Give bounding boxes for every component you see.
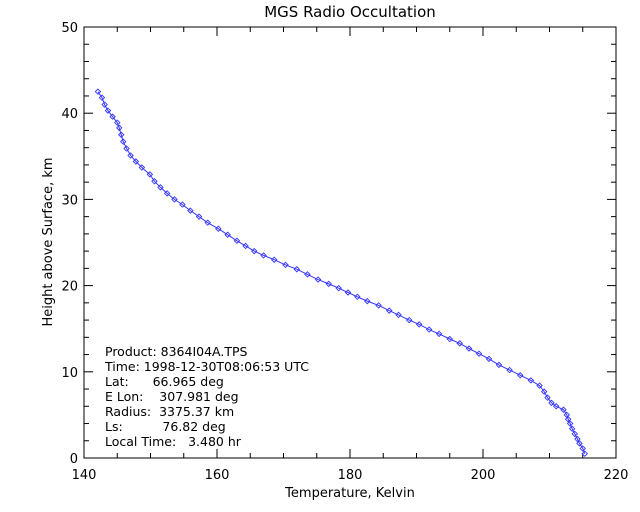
data-point-marker (325, 280, 332, 288)
data-point-marker (163, 190, 171, 197)
data-point-marker (101, 101, 108, 108)
data-point-marker (114, 119, 121, 126)
x-tick-label: 160 (205, 468, 230, 483)
data-point-marker (118, 131, 125, 138)
data-point-marker (579, 445, 586, 452)
data-point-marker (293, 265, 301, 273)
data-point-marker (540, 388, 548, 395)
axis-ticks (83, 26, 617, 459)
data-point-marker (123, 145, 130, 152)
data-point-marker (146, 171, 154, 178)
data-point-marker (495, 361, 503, 369)
y-tick-label: 20 (61, 280, 78, 295)
data-point-marker (375, 302, 382, 309)
data-point-marker (304, 271, 311, 278)
data-point-marker (138, 164, 146, 171)
y-tick-label: 30 (61, 193, 78, 208)
data-point-marker (251, 247, 258, 255)
data-point-marker (151, 178, 158, 185)
data-point-marker (564, 415, 572, 423)
data-point-marker (344, 289, 352, 296)
x-axis-title: Temperature, Kelvin (284, 486, 415, 501)
annotation-product: Product: 8364I04A.TPS (105, 344, 248, 359)
data-point-marker (465, 345, 473, 352)
data-point-marker (395, 311, 402, 319)
data-point-marker (506, 366, 513, 374)
data-point-marker (425, 326, 433, 333)
annotation-block: Product: 8364I04A.TPS Time: 1998-12-30T0… (104, 344, 309, 449)
temperature-profile-series (94, 88, 588, 457)
data-point-marker (94, 88, 102, 95)
y-tick-label: 40 (61, 107, 78, 122)
data-point-marker (282, 261, 289, 269)
data-point-marker (233, 237, 241, 245)
data-point-marker (581, 450, 588, 457)
data-point-marker (119, 138, 127, 145)
x-tick-label: 220 (604, 468, 629, 483)
data-point-marker (314, 276, 322, 283)
x-tick-label: 200 (471, 468, 496, 483)
data-point-marker (215, 225, 222, 232)
x-tick-labels: 140 160 180 200 220 (72, 468, 629, 483)
data-point-marker (171, 196, 178, 203)
data-point-marker (335, 284, 342, 292)
data-point-marker (574, 435, 581, 443)
data-point-marker (405, 316, 413, 324)
data-point-marker (475, 350, 483, 357)
data-point-marker (527, 377, 535, 384)
y-axis-title: Height above Surface, km (41, 157, 56, 326)
annotation-elon: E Lon: 307.981 deg (105, 389, 239, 404)
chart-title: MGS Radio Occultation (264, 3, 436, 21)
annotation-radius: Radius: 3375.37 km (105, 404, 234, 419)
data-point-marker (354, 293, 361, 301)
annotation-time: Time: 1998-12-30T08:06:53 UTC (104, 359, 309, 374)
data-point-marker (566, 420, 574, 427)
annotation-local-time: Local Time: 3.480 hr (105, 434, 242, 449)
data-point-marker (456, 340, 463, 347)
data-point-marker (187, 207, 194, 214)
y-tick-label: 50 (61, 21, 78, 36)
data-point-marker (485, 355, 493, 363)
data-point-marker (104, 107, 112, 114)
y-tick-label: 0 (70, 452, 78, 467)
x-tick-label: 180 (338, 468, 363, 483)
data-point-marker (548, 399, 555, 407)
data-point-marker (517, 372, 524, 379)
data-point-marker (98, 94, 106, 101)
data-point-marker (260, 252, 267, 259)
data-point-marker (571, 430, 579, 438)
data-point-marker (109, 113, 116, 120)
data-point-marker (127, 152, 134, 159)
data-point-marker (242, 242, 249, 250)
y-tick-label: 10 (61, 366, 78, 381)
data-point-marker (179, 201, 186, 208)
data-point-marker (157, 184, 164, 191)
data-point-marker (385, 307, 393, 314)
data-point-marker (435, 330, 443, 338)
data-point-marker (270, 256, 278, 263)
data-point-marker (195, 213, 203, 220)
data-point-marker (224, 231, 231, 238)
annotation-ls: Ls: 76.82 deg (105, 419, 226, 434)
data-point-marker (364, 297, 371, 305)
data-point-marker (568, 425, 576, 432)
y-tick-labels: 0 10 20 30 40 50 (61, 21, 78, 467)
data-point-marker (446, 335, 453, 343)
data-point-marker (415, 321, 423, 328)
data-point-marker (560, 406, 567, 413)
data-point-marker (536, 382, 543, 389)
data-point-marker (544, 394, 551, 401)
data-point-marker (116, 124, 123, 132)
x-tick-label: 140 (72, 468, 97, 483)
data-point-marker (552, 403, 560, 410)
data-point-marker (132, 158, 140, 165)
data-point-marker (204, 219, 211, 226)
annotation-lat: Lat: 66.965 deg (105, 374, 224, 389)
data-point-marker (576, 440, 583, 447)
